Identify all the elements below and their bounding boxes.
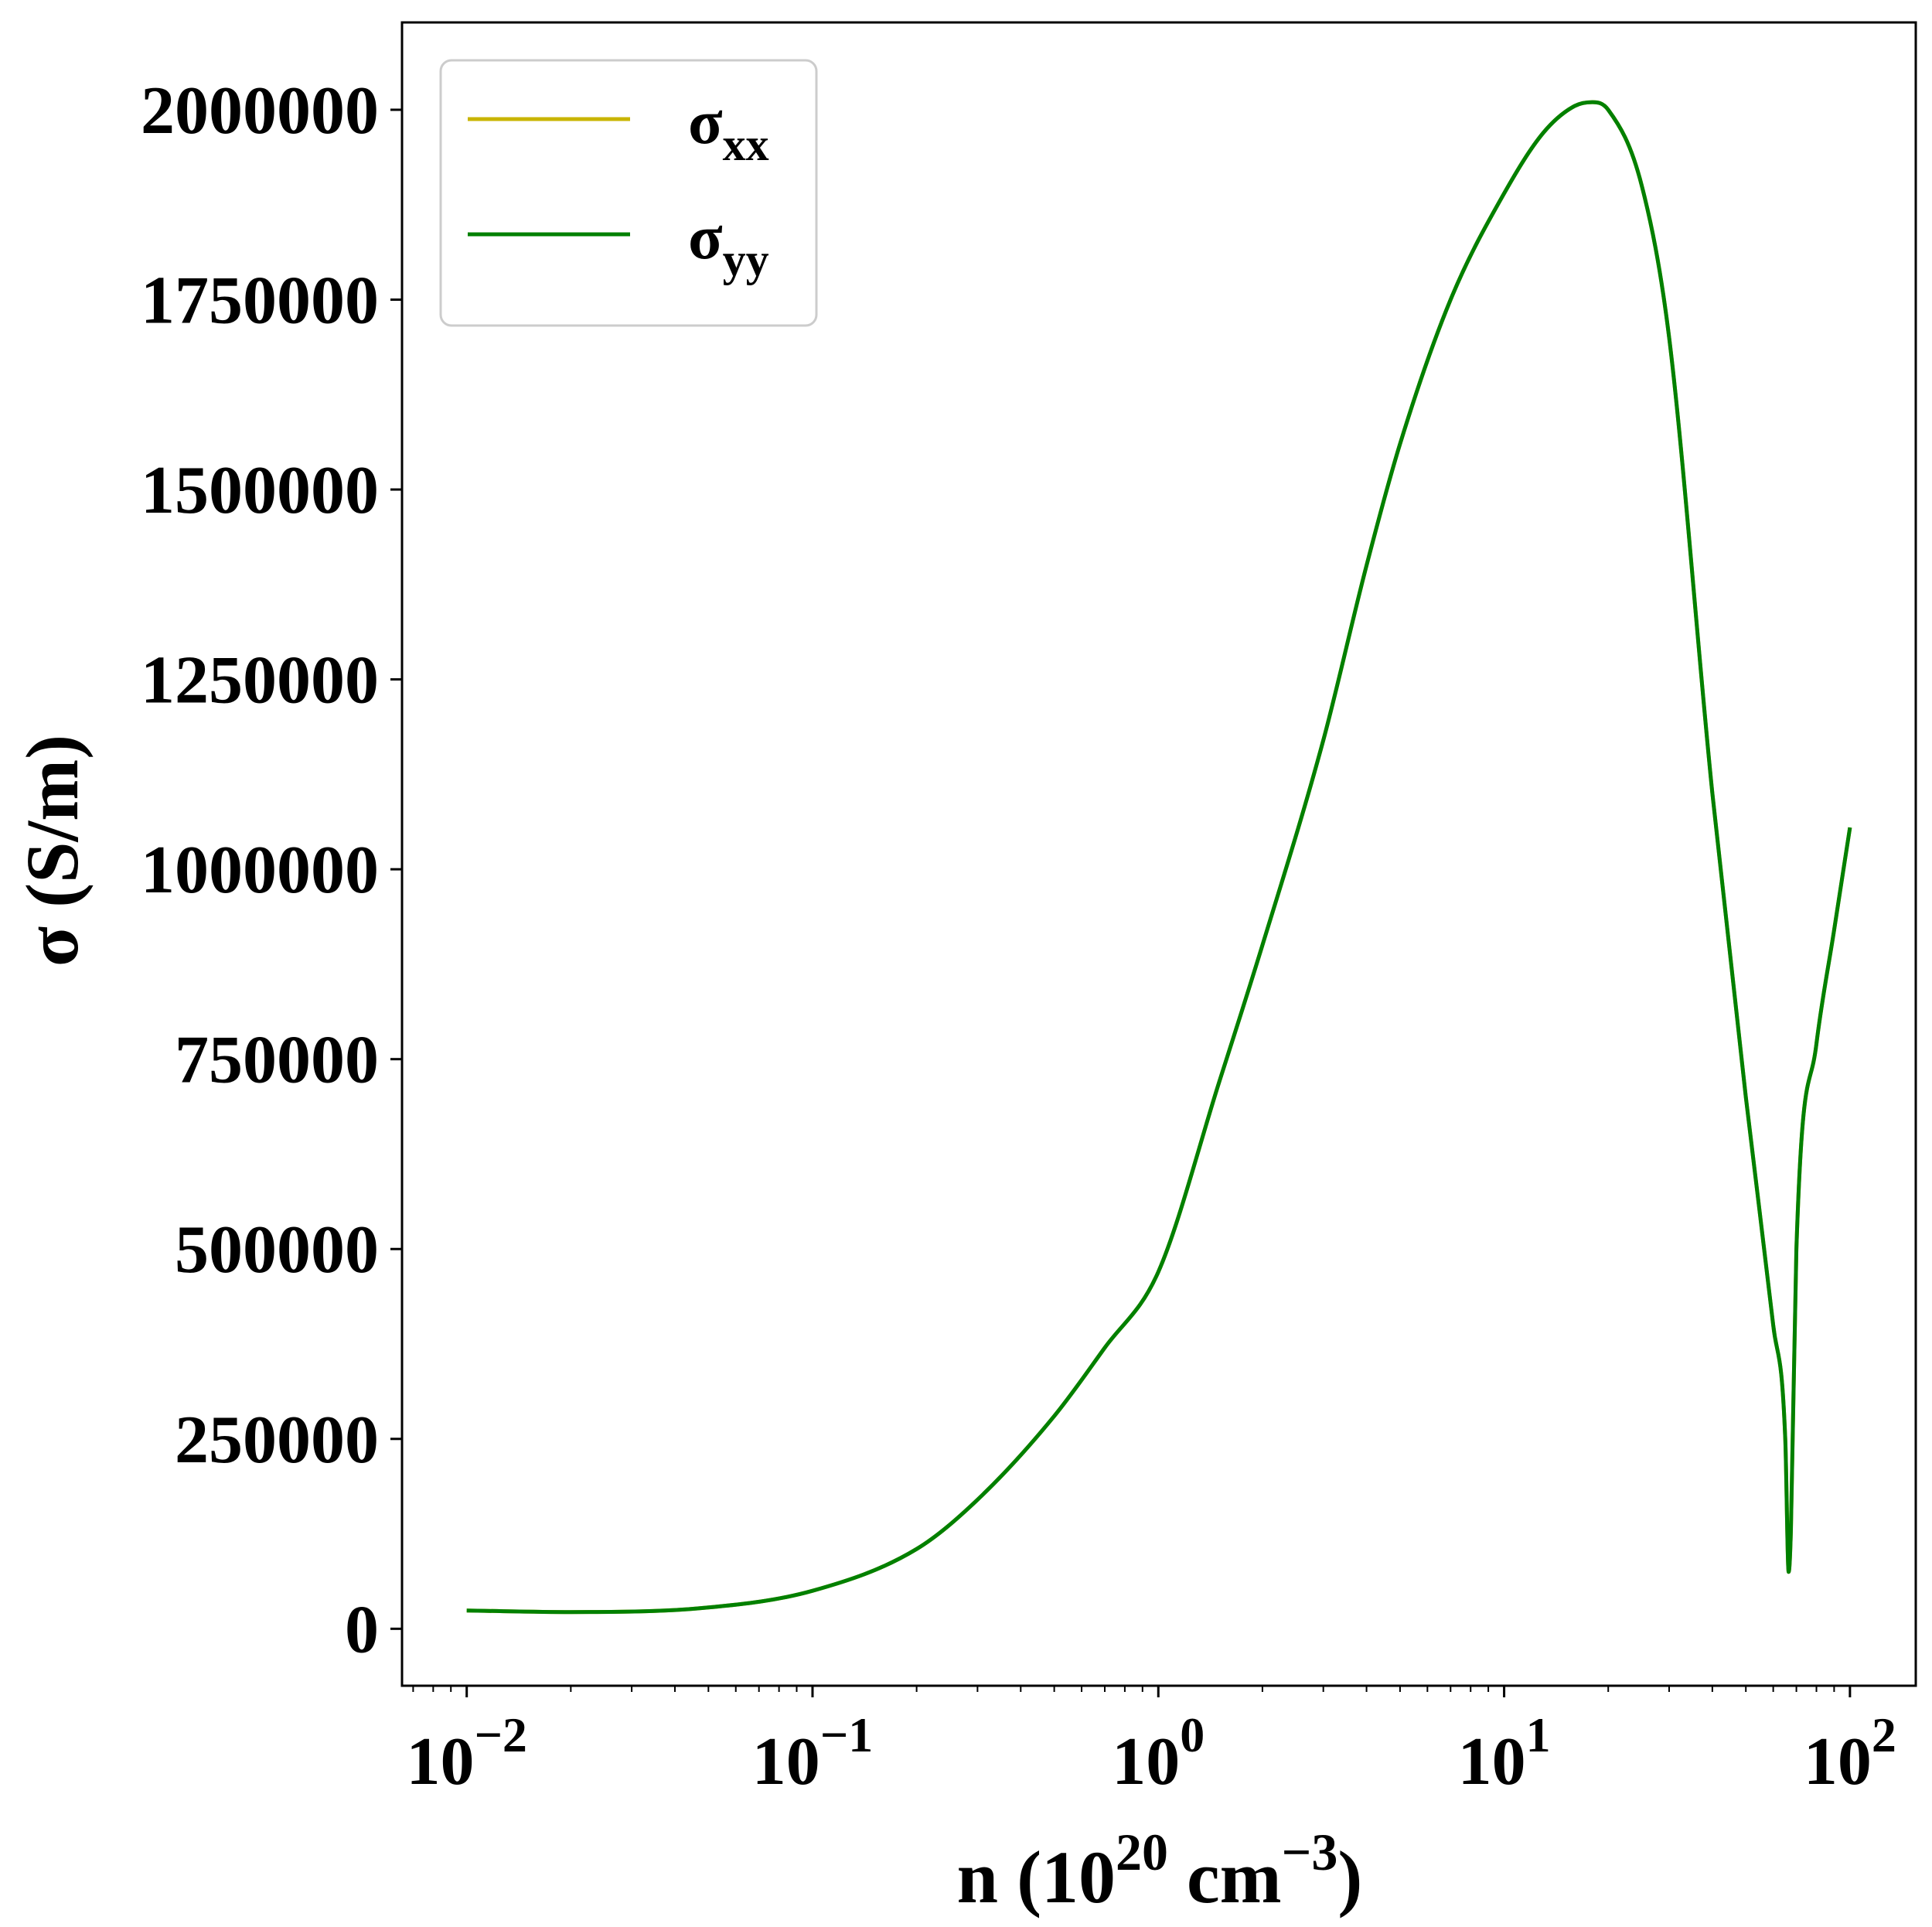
x-tick-label: 10−2 <box>406 1707 526 1799</box>
y-axis: 0 250000 500000 750000 1000000 1250000 1500000… <box>141 73 402 1667</box>
y-tick-label: 500000 <box>175 1212 379 1288</box>
y-tick-label: 250000 <box>175 1403 379 1478</box>
series-layer <box>466 100 1852 1615</box>
y-tick-label: 1000000 <box>141 833 379 908</box>
x-tick-label: 101 <box>1458 1707 1551 1799</box>
y-tick-label: 1500000 <box>141 453 379 528</box>
y-tick-label: 1750000 <box>141 264 379 339</box>
y-tick-label: 0 <box>345 1592 379 1667</box>
legend-label-sigma-yy: σyy <box>688 202 769 285</box>
legend-label-sigma-xx: σxx <box>688 87 769 170</box>
y-tick-label: 750000 <box>175 1023 379 1098</box>
legend-box <box>439 59 818 327</box>
x-axis: 10−2 10−1 100 101 102 <box>406 1686 1896 1799</box>
x-axis-label-sup2: −3 <box>1282 1823 1338 1881</box>
x-tick-label: 10−1 <box>752 1707 873 1799</box>
x-tick-label: 102 <box>1804 1707 1896 1799</box>
y-axis-label: σ (S/m) <box>11 735 94 967</box>
y-tick-label: 2000000 <box>141 73 379 148</box>
x-axis-label: n (1020 cm−3) <box>957 1823 1363 1918</box>
x-tick-label: 100 <box>1112 1707 1205 1799</box>
series-line-sigma-yy <box>466 100 1852 1615</box>
x-axis-label-sup1: 20 <box>1116 1823 1168 1881</box>
legend: σxx σyy <box>439 59 818 327</box>
y-tick-label: 1250000 <box>141 643 379 718</box>
